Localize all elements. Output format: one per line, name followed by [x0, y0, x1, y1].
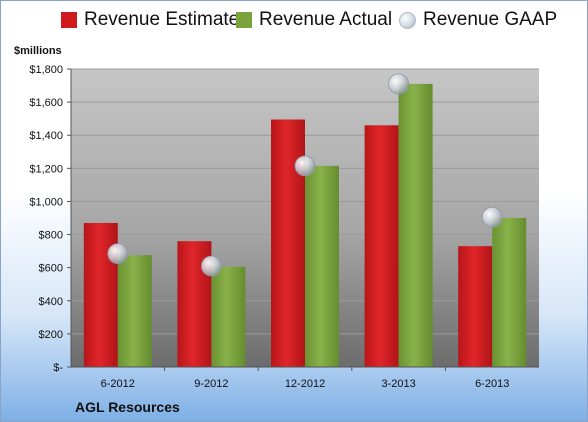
bar-revenue-actual	[305, 165, 339, 367]
y-tick-label: $1,200	[29, 163, 63, 175]
marker-revenue-gaap	[388, 73, 410, 95]
y-tick-label: $600	[39, 263, 63, 275]
legend: Revenue Estimate Revenue Actual Revenue …	[1, 9, 588, 39]
y-tick-label: $200	[39, 329, 63, 341]
marker-revenue-gaap	[200, 255, 222, 277]
bar-revenue-actual	[117, 255, 152, 367]
y-axis-units-label: $millions	[14, 45, 62, 57]
y-tick-label: $1,400	[29, 130, 63, 142]
bar-revenue-actual	[492, 218, 527, 367]
bar-revenue-actual	[398, 83, 433, 368]
marker-revenue-gaap	[294, 155, 316, 177]
gaap-markers	[107, 73, 503, 277]
legend-swatch-actual	[236, 12, 252, 28]
y-tick-label: $-	[53, 362, 63, 374]
legend-swatch-estimate	[61, 12, 77, 28]
x-tick-label: 6-2013	[475, 378, 509, 390]
legend-label-actual: Revenue Actual	[259, 9, 393, 30]
legend-item-estimate: Revenue Estimate	[61, 9, 239, 31]
bars	[83, 83, 527, 368]
axes: $- $200 $400 $600 $800 $1,000 $1,200 $1,400 $1,6…	[29, 64, 539, 390]
legend-label-gaap: Revenue GAAP	[423, 9, 558, 30]
x-tick-label: 3-2013	[381, 378, 415, 390]
x-tick-label: 12-2012	[285, 378, 325, 390]
bar-revenue-actual	[211, 266, 246, 367]
y-tick-label: $1,000	[29, 196, 63, 208]
legend-item-gaap: Revenue GAAP	[399, 9, 557, 31]
x-tick-label: 6-2012	[101, 378, 135, 390]
company-name: AGL Resources	[75, 399, 180, 415]
y-tick-label: $800	[39, 230, 63, 242]
legend-label-estimate: Revenue Estimate	[84, 9, 240, 30]
y-tick-label: $400	[39, 296, 63, 308]
bar-revenue-estimate	[364, 125, 399, 368]
y-tick-label: $1,800	[29, 64, 63, 76]
marker-revenue-gaap	[481, 206, 503, 228]
bar-revenue-estimate	[458, 246, 493, 367]
bar-revenue-estimate	[271, 119, 305, 367]
x-tick-label: 9-2012	[194, 378, 228, 390]
legend-swatch-gaap	[399, 11, 416, 29]
y-tick-label: $1,600	[29, 97, 63, 109]
marker-revenue-gaap	[107, 243, 129, 264]
legend-item-actual: Revenue Actual	[236, 9, 392, 31]
